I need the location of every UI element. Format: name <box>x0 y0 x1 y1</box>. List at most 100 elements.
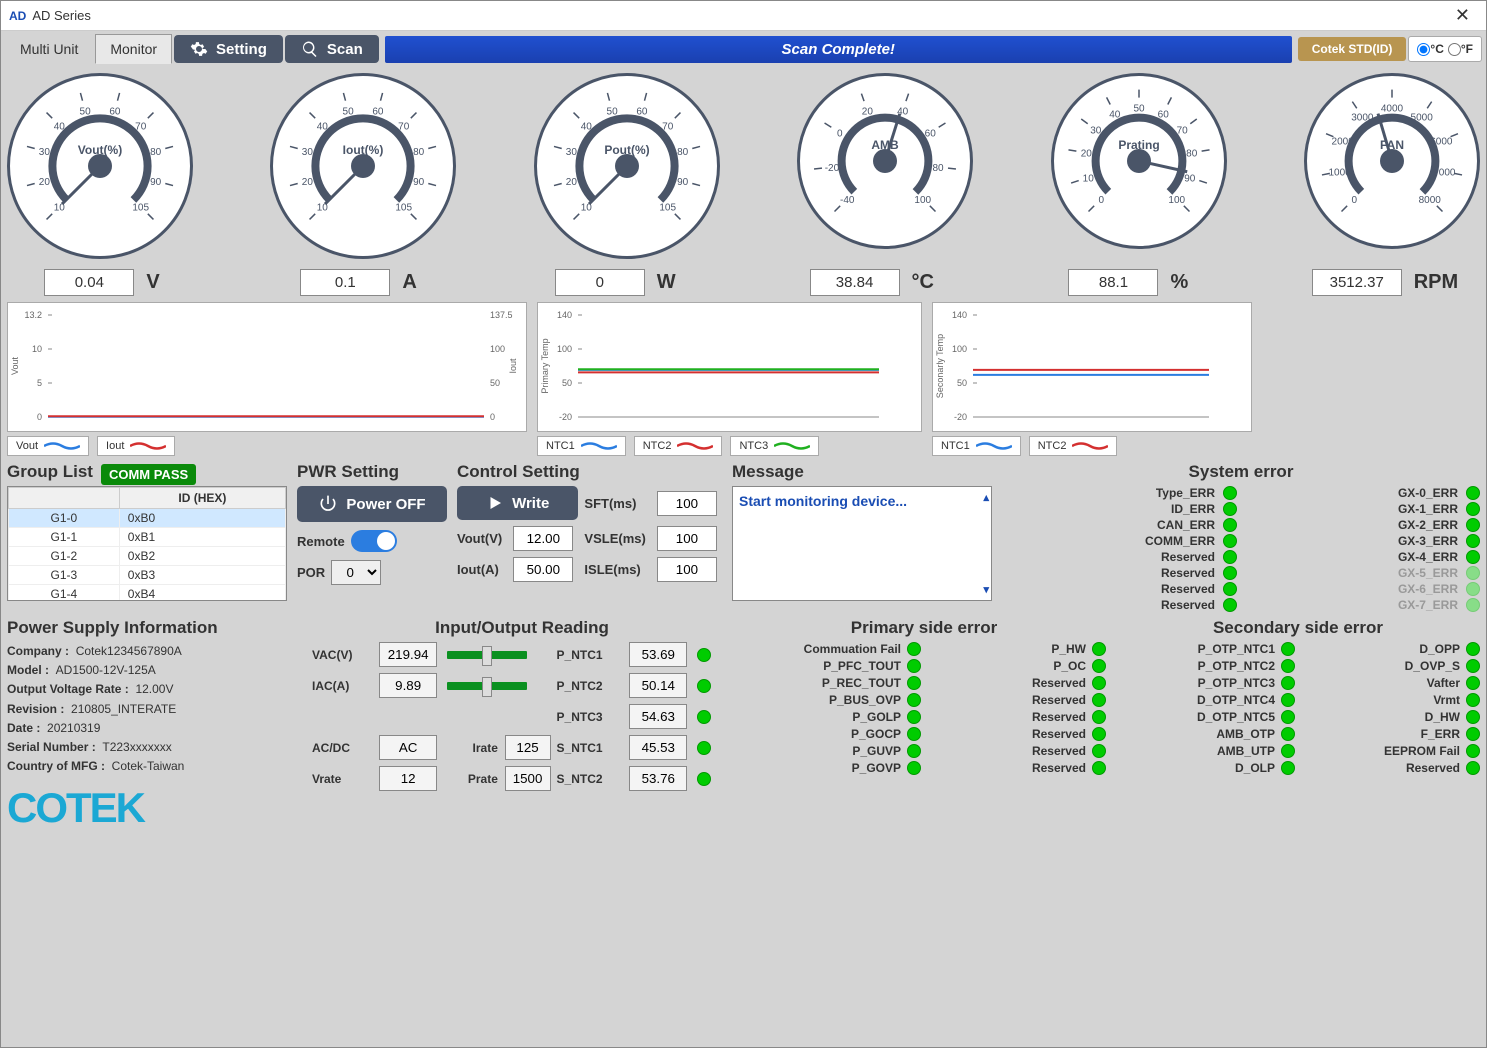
close-icon[interactable]: ✕ <box>1447 5 1478 26</box>
power-off-button[interactable]: Power OFF <box>297 486 447 522</box>
svg-text:60: 60 <box>1157 109 1169 120</box>
err-label: P_REC_TOUT <box>742 676 901 690</box>
led-icon <box>697 772 711 786</box>
readout-unit: A <box>402 271 416 294</box>
scroll-up-icon[interactable]: ▴ <box>983 491 989 504</box>
iac-slider[interactable] <box>447 682 527 690</box>
svg-text:70: 70 <box>662 121 674 132</box>
system-error-panel: System error Type_ERRGX-0_ERRID_ERRGX-1_… <box>1002 462 1480 612</box>
tab-multi-unit[interactable]: Multi Unit <box>5 34 93 64</box>
sft-input[interactable] <box>657 491 717 516</box>
tab-monitor[interactable]: Monitor <box>95 34 172 64</box>
gauge-svg: 010002000300040005000600070008000 FAN <box>1307 76 1477 246</box>
sft-label: SFT(ms) <box>584 496 651 511</box>
remote-toggle[interactable] <box>351 530 397 552</box>
vrate-field <box>379 766 437 791</box>
bottom-row: Power Supply Information Company : Cotek… <box>7 618 1480 832</box>
err-label: ID_ERR <box>1002 502 1215 516</box>
psi-title: Power Supply Information <box>7 618 302 638</box>
led-icon <box>907 727 921 741</box>
readout-Iout(%): 0.1 A <box>264 269 454 296</box>
svg-text:20: 20 <box>39 177 51 188</box>
isle-input[interactable] <box>657 557 717 582</box>
readout-value: 0.1 <box>300 269 390 296</box>
vout-input[interactable] <box>513 526 573 551</box>
svg-text:90: 90 <box>677 177 689 188</box>
err-label: Reserved <box>927 761 1086 775</box>
group-table[interactable]: ID (HEX)G1-00xB0G1-10xB1G1-20xB2G1-30xB3… <box>7 486 287 601</box>
por-select[interactable]: 0 <box>331 560 381 585</box>
err-label: GX-3_ERR <box>1245 534 1458 548</box>
led-icon <box>1281 693 1295 707</box>
table-row[interactable]: G1-10xB1 <box>9 528 286 547</box>
pwr-title: PWR Setting <box>297 462 447 482</box>
err-label: GX-6_ERR <box>1245 582 1458 596</box>
scan-label: Scan <box>327 41 363 58</box>
svg-text:90: 90 <box>150 177 162 188</box>
readout-FAN: 3512.37RPM <box>1290 269 1480 296</box>
body: 102030405060708090105 Vout(%) 1020304050… <box>1 67 1486 1047</box>
err-label: GX-2_ERR <box>1245 518 1458 532</box>
led-icon <box>697 710 711 724</box>
svg-text:5: 5 <box>37 378 42 388</box>
scan-button[interactable]: Scan <box>285 35 379 63</box>
write-button[interactable]: Write <box>457 486 578 520</box>
err-label: Commuation Fail <box>742 642 901 656</box>
err-label: Reserved <box>927 744 1086 758</box>
iout-input[interactable] <box>513 557 573 582</box>
svg-text:0: 0 <box>1098 195 1104 206</box>
vout-label: Vout(V) <box>457 531 507 546</box>
svg-text:60: 60 <box>373 106 385 117</box>
legend-3: NTC1NTC2 <box>932 436 1252 456</box>
svg-text:13.2: 13.2 <box>24 310 42 320</box>
io-reading-panel: Input/Output Reading VAC(V)P_NTC1 IAC(A)… <box>312 618 732 832</box>
psi-panel: Power Supply Information Company : Cotek… <box>7 618 302 832</box>
vsle-input[interactable] <box>657 526 717 551</box>
svg-text:30: 30 <box>39 147 51 158</box>
ntc3-field <box>629 704 687 729</box>
err-label: GX-5_ERR <box>1245 566 1458 580</box>
legend-item: Vout <box>7 436 89 456</box>
gauge-Vout(%): 102030405060708090105 Vout(%) <box>7 73 193 259</box>
svg-text:40: 40 <box>317 121 329 132</box>
power-icon <box>318 494 338 514</box>
svg-text:140: 140 <box>952 310 967 320</box>
led-icon <box>1466 566 1480 580</box>
table-row[interactable]: G1-20xB2 <box>9 547 286 566</box>
scroll-down-icon[interactable]: ▾ <box>983 583 989 596</box>
readout-unit: RPM <box>1414 271 1458 294</box>
svg-text:5000: 5000 <box>1410 113 1433 124</box>
message-box[interactable]: Start monitoring device... ▴ ▾ <box>732 486 992 601</box>
led-icon <box>1092 642 1106 656</box>
led-icon <box>1223 518 1237 532</box>
setting-button[interactable]: Setting <box>174 35 283 63</box>
celsius-radio[interactable]: °C <box>1417 42 1443 56</box>
cotek-std-button[interactable]: Cotek STD(ID) <box>1298 37 1407 61</box>
err-label: Reserved <box>927 693 1086 707</box>
mid-row: Group List COMM PASS ID (HEX)G1-00xB0G1-… <box>7 462 1480 612</box>
legend-item: NTC2 <box>634 436 723 456</box>
msg-title: Message <box>732 462 992 482</box>
err-label: P_OTP_NTC1 <box>1116 642 1275 656</box>
iout-label: Iout(A) <box>457 562 507 577</box>
led-icon <box>907 659 921 673</box>
gauge-AMB: -40-20020406080100 AMB <box>797 73 973 259</box>
svg-text:50: 50 <box>343 106 355 117</box>
svg-text:100: 100 <box>1168 195 1185 206</box>
svg-text:Seconarly Temp: Seconarly Temp <box>935 334 945 398</box>
svg-text:Iout: Iout <box>508 358 518 374</box>
fahrenheit-radio[interactable]: °F <box>1448 42 1473 56</box>
vac-slider[interactable] <box>447 651 527 659</box>
legend-1: VoutIout <box>7 436 527 456</box>
table-row[interactable]: G1-00xB0 <box>9 509 286 528</box>
svg-text:1000: 1000 <box>1328 167 1351 178</box>
table-row[interactable]: G1-30xB3 <box>9 566 286 585</box>
svg-text:105: 105 <box>396 203 413 214</box>
svg-text:50: 50 <box>606 106 618 117</box>
gauge-svg: 0102030405060708090100 Prating <box>1054 76 1224 246</box>
svg-text:20: 20 <box>302 177 314 188</box>
play-icon <box>486 494 504 512</box>
led-icon <box>1223 486 1237 500</box>
sntc1-field <box>629 735 687 760</box>
table-row[interactable]: G1-40xB4 <box>9 585 286 602</box>
